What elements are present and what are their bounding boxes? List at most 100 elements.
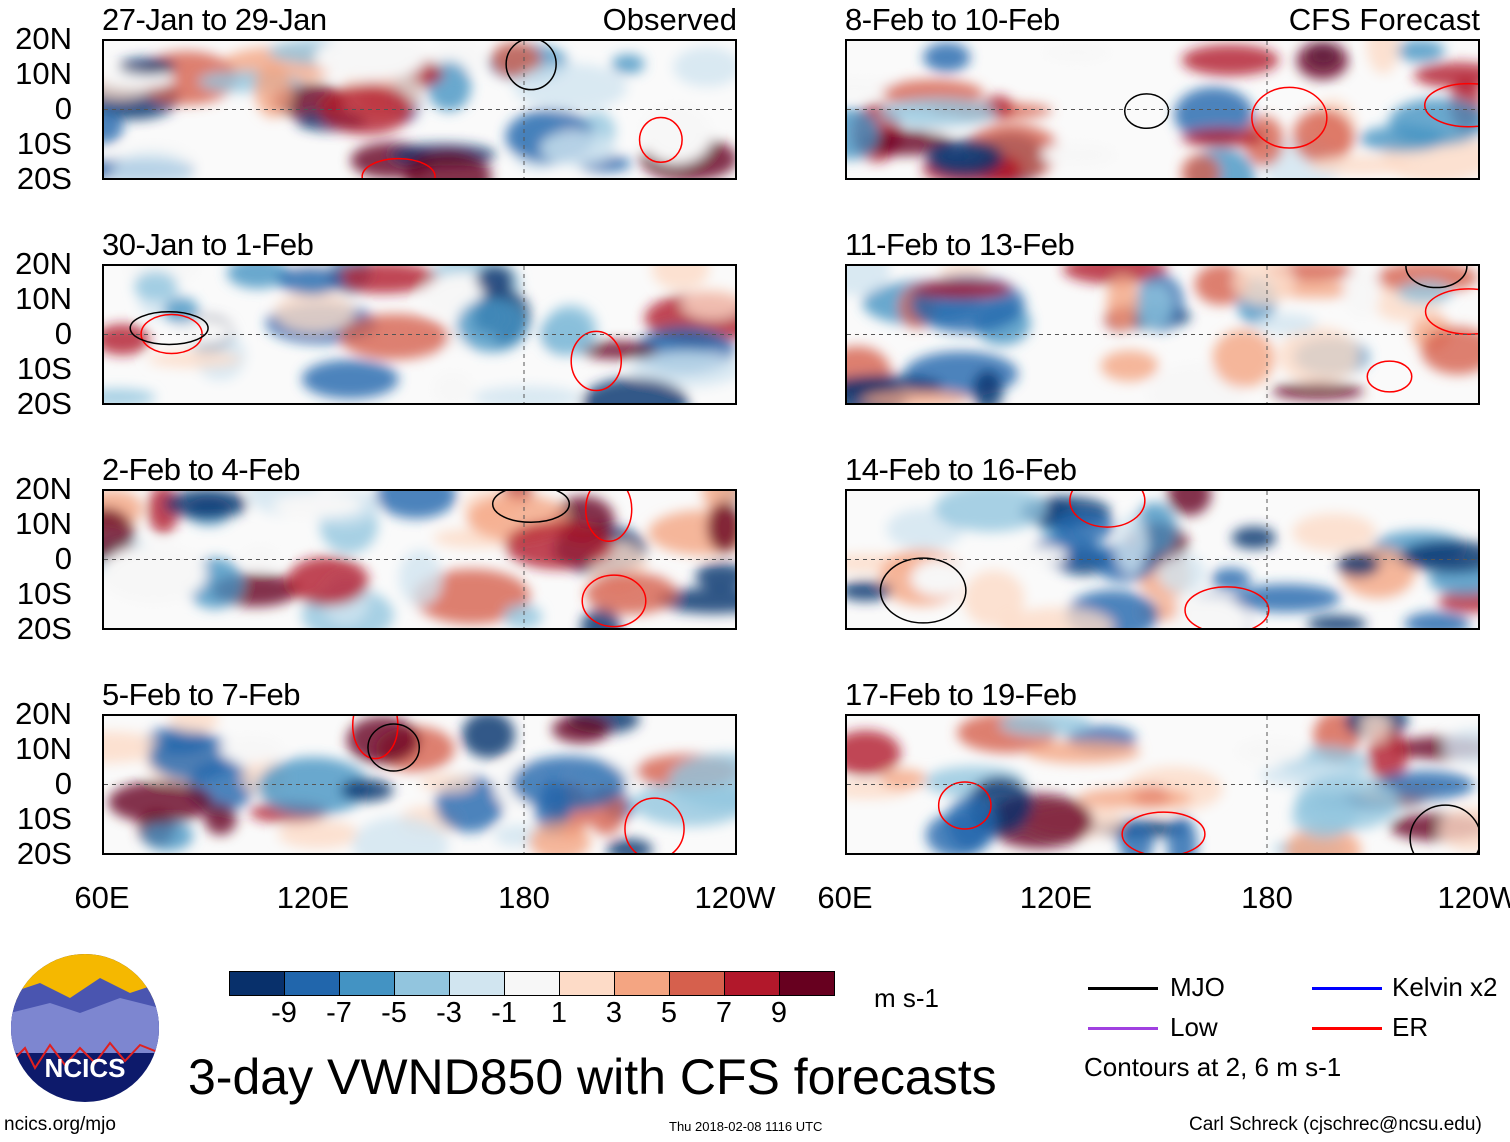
lon-label: 180 (498, 880, 550, 915)
wind-anomaly-shading (104, 544, 207, 603)
wind-anomaly-shading (339, 313, 450, 360)
wind-anomaly-shading (1296, 41, 1349, 80)
wind-anomaly-shading (999, 716, 1092, 737)
lat-label: 10N (15, 56, 72, 91)
wind-anomaly-shading (1360, 716, 1391, 743)
wind-anomaly-shading (578, 340, 658, 360)
wind-anomaly-shading (1400, 540, 1478, 573)
wind-anomaly-shading (1232, 584, 1341, 613)
wind-anomaly-shading (580, 608, 622, 628)
colorbar-swatch (505, 972, 560, 995)
wind-anomaly-shading (1309, 155, 1412, 175)
lat-label: 0 (54, 766, 72, 801)
figure-title: 3-day VWND850 with CFS forecasts (188, 1049, 997, 1105)
wind-anomaly-shading (1306, 615, 1367, 628)
map-panel (102, 489, 737, 630)
footer-timestamp: Thu 2018-02-08 1116 UTC (669, 1119, 823, 1134)
lat-label: 20N (15, 471, 72, 506)
panel-label: CFS Forecast (1288, 2, 1480, 37)
wind-anomaly-shading (1137, 283, 1174, 329)
mjo-contour (1123, 93, 1170, 130)
wind-anomaly-shading (475, 266, 514, 295)
wind-anomaly-shading (104, 109, 124, 144)
wind-anomaly-shading (847, 266, 891, 296)
wind-anomaly-shading (681, 288, 735, 319)
wind-anomaly-shading (847, 730, 901, 777)
colorbar-swatch (670, 972, 725, 995)
wind-anomaly-shading (1394, 41, 1445, 63)
wind-anomaly-shading (1157, 553, 1206, 594)
wind-anomaly-shading (1026, 740, 1141, 764)
wind-anomaly-shading (923, 42, 971, 73)
lat-label: 20S (16, 836, 72, 871)
wind-anomaly-shading (946, 795, 998, 851)
wind-anomaly-shading (879, 98, 998, 127)
wind-anomaly-shading (911, 560, 966, 597)
lat-label: 10S (16, 126, 72, 161)
wind-anomaly-shading (1231, 526, 1276, 550)
wind-anomaly-shading (504, 521, 614, 570)
wind-anomaly-shading (1404, 611, 1470, 628)
wind-anomaly-shading (1115, 514, 1148, 574)
wind-anomaly-shading (242, 546, 279, 568)
lat-label: 0 (54, 91, 72, 126)
wind-anomaly-shading (1062, 266, 1168, 284)
er-contour (1424, 288, 1478, 335)
lat-label: 10N (15, 506, 72, 541)
wind-anomaly-shading (1016, 547, 1068, 564)
wind-anomaly-shading (510, 756, 627, 811)
wind-anomaly-shading (1292, 513, 1376, 552)
er-contour (351, 716, 399, 760)
wind-anomaly-shading (1181, 128, 1265, 148)
wind-anomaly-shading (1366, 41, 1400, 74)
wind-anomaly-shading (880, 769, 927, 789)
wind-anomaly-shading (1173, 596, 1250, 628)
wind-anomaly-shading (340, 778, 394, 802)
mjo-contour (129, 311, 209, 346)
wind-anomaly-shading (1388, 98, 1478, 146)
er-contour (1251, 86, 1328, 149)
wind-anomaly-shading (1367, 728, 1408, 784)
map-panel (845, 264, 1480, 405)
lat-label: 0 (54, 316, 72, 351)
colorbar-swatch (450, 972, 505, 995)
wind-anomaly-shading (118, 57, 176, 76)
wind-anomaly-shading (934, 491, 1048, 532)
colorbar-swatch (615, 972, 670, 995)
er-contour (1121, 811, 1206, 853)
wind-anomaly-shading (433, 372, 473, 403)
mjo-contour (1409, 804, 1478, 853)
er-contour (937, 781, 992, 830)
wind-anomaly-shading (1292, 108, 1355, 164)
map-panel (102, 39, 737, 180)
colorbar-swatch (780, 972, 834, 995)
wind-anomaly-shading (1343, 267, 1381, 318)
wind-anomaly-shading (847, 108, 879, 160)
footer-credit: Carl Schreck (cjschrec@ncsu.edu) (1189, 1114, 1482, 1135)
wind-anomaly-shading (540, 130, 616, 166)
panel-title: 14-Feb to 16-Feb (845, 452, 1077, 487)
legend-low: Low (1170, 1012, 1218, 1042)
wind-anomaly-shading (404, 150, 492, 178)
er-contour (638, 116, 683, 164)
lat-label: 0 (54, 541, 72, 576)
colorbar-tick-label: 1 (550, 997, 568, 1029)
lat-label: 20N (15, 21, 72, 56)
wind-anomaly-shading (1443, 728, 1478, 764)
wind-anomaly-shading (352, 816, 449, 853)
wind-anomaly-shading (503, 604, 543, 628)
map-panel (102, 264, 737, 405)
panel-title: 8-Feb to 10-Feb (845, 2, 1060, 37)
wind-anomaly-shading (147, 351, 242, 368)
footer-url[interactable]: ncics.org/mjo (4, 1114, 116, 1135)
er-contour (570, 330, 623, 392)
wind-anomaly-shading (707, 501, 735, 553)
panel-title: 11-Feb to 13-Feb (845, 227, 1075, 262)
panel-title: 2-Feb to 4-Feb (102, 452, 301, 487)
panel-label: Observed (602, 2, 737, 37)
colorbar-tick-label: -1 (491, 997, 517, 1029)
er-contour (624, 797, 685, 853)
wind-anomaly-shading (163, 296, 199, 325)
wind-anomaly-shading (1438, 589, 1478, 613)
wind-anomaly-shading (544, 304, 598, 355)
